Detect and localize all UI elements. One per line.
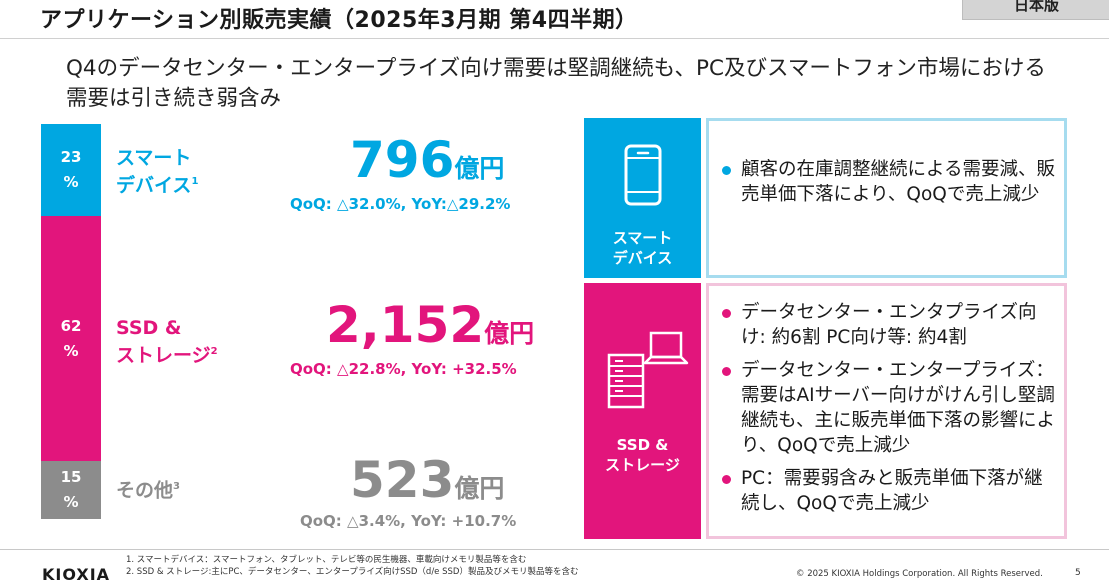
ssd-storage-bullets: データセンター・エンタプライズ向け: 約6割 PC向け等: 約4割 データセンタ…: [717, 300, 1058, 516]
copyright: © 2025 KIOXIA Holdings Corporation. All …: [796, 569, 1043, 579]
change-smart-devices: QoQ: △32.0%, YoY:△29.2%: [290, 195, 511, 213]
share-bar-other: 15 %: [41, 461, 101, 519]
list-item: データセンター・エンタプライズ向け: 約6割 PC向け等: 約4割: [717, 300, 1058, 350]
footnote-2: 2. SSD & ストレージ:主にPC、データセンター、エンタープライズ向けSS…: [126, 567, 579, 577]
segment-label-other: その他3: [116, 479, 180, 502]
list-item: データセンター・エンタープライズ：需要はAIサーバー向けがけん引し堅調継続も、主…: [717, 358, 1058, 458]
ssd-storage-panel: データセンター・エンタプライズ向け: 約6割 PC向け等: 約4割 データセンタ…: [706, 283, 1067, 539]
bullet-dot: [722, 166, 731, 175]
smart-devices-tile-label: スマート デバイス: [612, 229, 673, 267]
ssd-storage-tile-label: SSD & ストレージ: [605, 436, 680, 474]
smart-devices-panel: 顧客の在庫調整継続による需要減、販売単価下落により、QoQで売上減少: [706, 118, 1067, 278]
footnote-mark: 2: [210, 346, 218, 357]
share-bar-smart-devices: 23 %: [41, 124, 101, 216]
headline: Q4のデータセンター・エンタープライズ向け需要は堅調継続も、PC及びスマートフォ…: [66, 56, 1046, 111]
footnote-mark: 3: [173, 481, 180, 492]
kioxia-logo: KIOXIA: [42, 565, 111, 584]
bullet-dot: [722, 367, 731, 376]
smart-devices-tile: スマート デバイス: [584, 118, 701, 278]
page-number: 5: [1075, 568, 1081, 578]
footnote-1: 1. スマートデバイス：スマートフォン、タブレット、テレビ等の民生機器、車載向け…: [126, 555, 527, 565]
ssd-storage-tile: SSD & ストレージ: [584, 283, 701, 539]
list-item: 顧客の在庫調整継続による需要減、販売単価下落により、QoQで売上減少: [717, 157, 1058, 207]
bullet-dot: [722, 475, 731, 484]
footnote-mark: 1: [191, 176, 199, 187]
footer-divider: [0, 549, 1109, 550]
title-divider: [0, 38, 1109, 39]
change-ssd-storage: QoQ: △22.8%, YoY: +32.5%: [290, 360, 517, 378]
list-item: PC：需要弱含みと販売単価下落が継続し、QoQで売上減少: [717, 466, 1058, 516]
amount-smart-devices: 796億円: [350, 131, 505, 189]
amount-ssd-storage: 2,152億円: [326, 296, 535, 354]
share-bar-ssd-storage: 62 %: [41, 216, 101, 461]
page-title: アプリケーション別販売実績（2025年3月期 第4四半期）: [40, 8, 638, 33]
change-other: QoQ: △3.4%, YoY: +10.7%: [300, 512, 517, 530]
segment-label-smart-devices: スマート デバイス1: [116, 147, 199, 197]
smartphone-icon: [624, 144, 661, 206]
language-tab: 日本版: [962, 0, 1109, 20]
amount-other: 523億円: [350, 451, 505, 509]
bullet-dot: [722, 309, 731, 318]
segment-label-ssd-storage: SSD & ストレージ2: [116, 317, 218, 367]
server-laptop-icon: [607, 331, 688, 409]
smart-devices-bullets: 顧客の在庫調整継続による需要減、販売単価下落により、QoQで売上減少: [717, 157, 1058, 207]
